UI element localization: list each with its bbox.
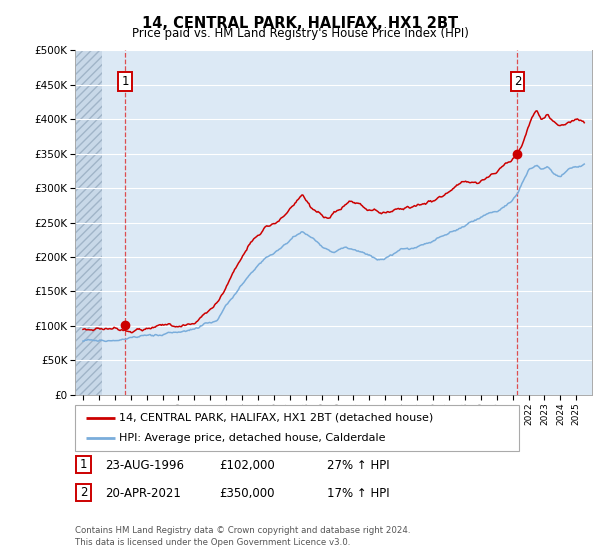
Text: Contains HM Land Registry data © Crown copyright and database right 2024.
This d: Contains HM Land Registry data © Crown c…: [75, 526, 410, 547]
Text: 1: 1: [80, 458, 87, 472]
Text: 14, CENTRAL PARK, HALIFAX, HX1 2BT (detached house): 14, CENTRAL PARK, HALIFAX, HX1 2BT (deta…: [119, 413, 434, 423]
Text: £102,000: £102,000: [219, 459, 275, 472]
Text: £350,000: £350,000: [219, 487, 275, 500]
Text: 17% ↑ HPI: 17% ↑ HPI: [327, 487, 389, 500]
Text: 23-AUG-1996: 23-AUG-1996: [105, 459, 184, 472]
FancyBboxPatch shape: [76, 456, 91, 473]
Text: 14, CENTRAL PARK, HALIFAX, HX1 2BT: 14, CENTRAL PARK, HALIFAX, HX1 2BT: [142, 16, 458, 31]
Text: 27% ↑ HPI: 27% ↑ HPI: [327, 459, 389, 472]
Text: 2: 2: [80, 486, 87, 500]
FancyBboxPatch shape: [75, 405, 519, 451]
FancyBboxPatch shape: [76, 484, 91, 501]
Text: 20-APR-2021: 20-APR-2021: [105, 487, 181, 500]
Bar: [75, 50, 102, 395]
Text: 1: 1: [121, 75, 129, 88]
Text: Price paid vs. HM Land Registry's House Price Index (HPI): Price paid vs. HM Land Registry's House …: [131, 27, 469, 40]
Text: HPI: Average price, detached house, Calderdale: HPI: Average price, detached house, Cald…: [119, 433, 386, 443]
Text: 2: 2: [514, 75, 521, 88]
